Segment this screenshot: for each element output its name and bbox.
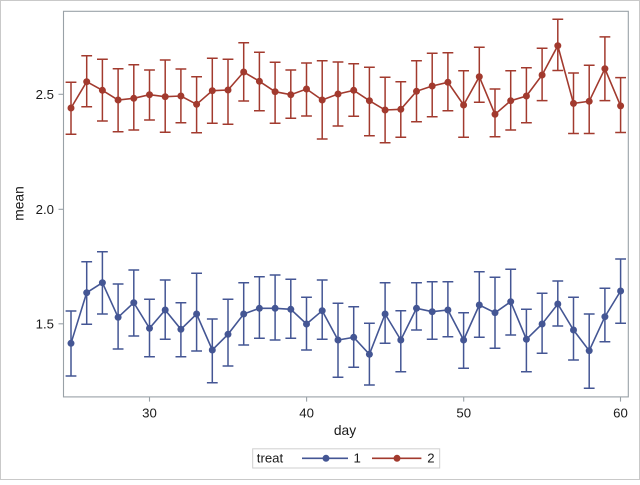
svg-text:2: 2 (427, 450, 434, 465)
svg-text:treat: treat (257, 450, 284, 465)
svg-text:1.5: 1.5 (36, 316, 54, 331)
svg-text:day: day (334, 423, 356, 438)
svg-text:40: 40 (299, 405, 314, 420)
svg-text:30: 30 (142, 405, 157, 420)
svg-text:1: 1 (354, 450, 361, 465)
svg-text:2.5: 2.5 (36, 87, 54, 102)
svg-text:60: 60 (613, 405, 628, 420)
svg-text:50: 50 (456, 405, 471, 420)
svg-text:2.0: 2.0 (36, 202, 54, 217)
svg-text:mean: mean (11, 186, 26, 221)
